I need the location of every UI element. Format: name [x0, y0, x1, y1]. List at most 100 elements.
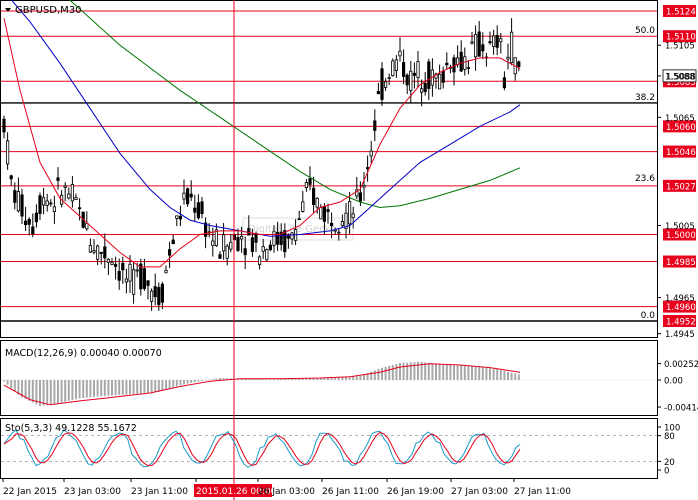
candle-107 [387, 73, 391, 86]
macd-bar-79 [287, 378, 290, 380]
candle-11 [42, 187, 46, 215]
candle-13 [49, 199, 53, 207]
price-panel-frame [0, 0, 658, 338]
macd-bar-111 [402, 362, 405, 380]
candle-74 [268, 240, 273, 252]
candle-108 [391, 58, 395, 77]
macd-bar-127 [460, 365, 463, 380]
candle-121 [437, 64, 442, 90]
macd-bar-34 [125, 380, 128, 395]
candle-39 [142, 258, 146, 291]
macd-bar-32 [118, 380, 121, 396]
candle-35 [128, 255, 132, 294]
time-tick-label-7: 27 Jan 03:00 [451, 487, 508, 497]
macd-bar-21 [78, 380, 81, 399]
macd-bar-8 [31, 380, 34, 403]
macd-bar-87 [316, 378, 319, 380]
candle-15 [56, 167, 60, 190]
macd-bar-83 [301, 378, 304, 380]
macd-bar-36 [132, 380, 135, 395]
level-tag-3: 1.5060 [663, 120, 696, 133]
macd-label: MACD(12,26,9) 0.00040 0.00070 [5, 348, 162, 359]
macd-bar-57 [208, 379, 211, 381]
macd-bar-122 [442, 364, 445, 380]
macd-bar-141 [510, 372, 513, 380]
macd-bar-19 [71, 380, 74, 400]
candle-52 [189, 180, 193, 201]
level-label-2: 1.5085 [666, 78, 696, 88]
candlestick-series [2, 18, 521, 311]
candle-132 [477, 21, 481, 57]
candle-33 [121, 256, 125, 284]
candle-105 [380, 61, 384, 106]
stochastic-tick-label-2: 20 [664, 458, 675, 468]
candle-49 [178, 205, 182, 227]
current-price-tag: 1.5088 [662, 69, 697, 82]
macd-bar-0 [3, 380, 5, 382]
candle-110 [398, 37, 402, 62]
macd-bar-125 [453, 365, 455, 380]
level-label-0: 1.5124 [666, 8, 696, 18]
candle-26 [96, 244, 100, 266]
stochastic-tick-label-0: 100 [664, 424, 680, 434]
macd-bar-5 [21, 380, 23, 398]
macd-bar-104 [377, 368, 380, 380]
candle-137 [495, 25, 499, 56]
candle-50 [182, 179, 186, 205]
candle-111 [401, 49, 406, 85]
level-label-3: 1.5060 [666, 123, 696, 133]
macd-bar-102 [370, 371, 373, 380]
fast-ma-line [3, 18, 521, 268]
macd-bar-60 [219, 378, 221, 380]
macd-bar-42 [154, 380, 157, 393]
watermark: Digital Lite Gecko [242, 217, 354, 241]
macd-bar-56 [204, 380, 207, 381]
candle-77 [279, 223, 283, 251]
candle-29 [106, 258, 110, 275]
level-label-7: 1.4985 [666, 258, 696, 268]
level-tag-8: 1.4960 [663, 300, 696, 313]
macd-bar-37 [136, 380, 139, 394]
time-axis: 22 Jan 2015 23 Jan 03:00 23 Jan 11:00 2015.… [2, 478, 571, 497]
candle-101 [365, 155, 370, 182]
macd-bar-1 [6, 380, 9, 385]
macd-bar-11 [42, 380, 45, 406]
candle-32 [117, 258, 121, 290]
macd-bar-58 [211, 379, 214, 380]
macd-bar-28 [103, 380, 106, 396]
candle-78 [283, 223, 287, 258]
candle-6 [23, 206, 28, 232]
candle-31 [114, 256, 118, 280]
macd-bar-101 [366, 373, 369, 380]
candle-27 [99, 251, 103, 265]
candle-85 [308, 166, 312, 191]
macd-bar-110 [399, 363, 401, 380]
candle-90 [326, 203, 330, 224]
dropdown-triangle-icon[interactable] [5, 8, 11, 12]
candle-12 [45, 193, 49, 212]
stochastic-indicator [1, 428, 657, 468]
level-tag-7: 1.4985 [663, 255, 696, 268]
time-tick-label-0: 22 Jan 2015 [3, 487, 57, 497]
time-tick-label-8: 27 Jan 11:00 [514, 487, 571, 497]
macd-bar-129 [467, 366, 470, 380]
macd-bar-113 [409, 362, 412, 380]
macd-bar-116 [420, 361, 423, 380]
macd-bar-27 [100, 380, 103, 397]
candle-30 [110, 257, 114, 266]
symbol-label-text: GBPUSD,M30 [15, 5, 82, 16]
candle-143 [517, 60, 521, 72]
candle-104 [376, 82, 381, 95]
macd-bar-143 [517, 374, 520, 380]
time-tick-label-2: 23 Jan 11:00 [131, 487, 188, 497]
macd-bar-99 [359, 375, 362, 380]
candle-45 [164, 265, 168, 274]
candle-36 [131, 261, 136, 304]
level-label-4: 1.5046 [666, 148, 696, 158]
macd-indicator [1, 361, 657, 407]
symbol-label: GBPUSD,M30 [5, 5, 82, 16]
macd-bar-72 [262, 379, 265, 380]
macd-bar-105 [381, 367, 383, 380]
candle-72 [261, 238, 265, 259]
macd-bar-137 [496, 369, 499, 380]
